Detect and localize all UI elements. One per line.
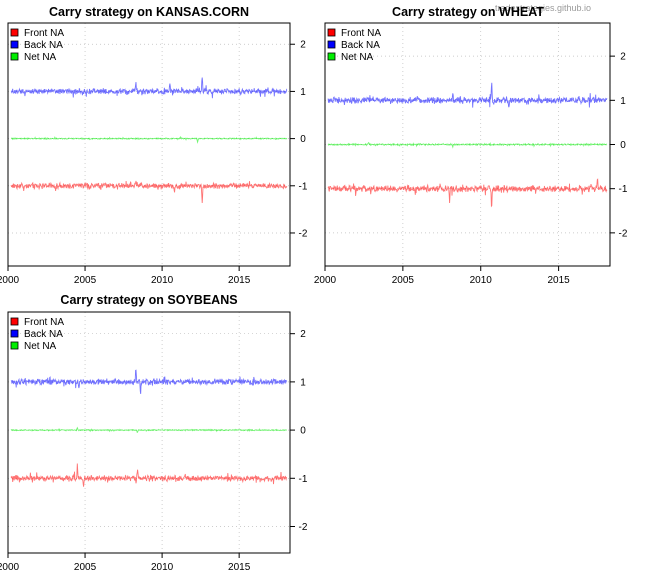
series-line-front-na (10, 180, 288, 204)
legend-swatch (327, 28, 336, 37)
x-tick-label: 2015 (228, 562, 251, 573)
chart-title: Carry strategy on SOYBEANS (60, 293, 237, 307)
y-tick-label: 2 (300, 329, 306, 340)
chart-title: Carry strategy on KANSAS.CORN (49, 5, 249, 19)
legend-entry: Net NA (24, 52, 57, 63)
legend-swatch (327, 52, 336, 61)
watermark-text: tradestrategies.github.io (495, 3, 591, 13)
legend-entry: Front NA (341, 28, 381, 39)
x-tick-label: 2000 (0, 562, 20, 573)
legend-entry: Front NA (24, 28, 64, 39)
legend-swatch (10, 341, 19, 350)
plot-border (7, 311, 291, 554)
x-tick-label: 2015 (547, 275, 570, 286)
legend-entry: Front NA (24, 317, 64, 328)
y-tick-label: 0 (300, 426, 306, 437)
x-tick-label: 2010 (470, 275, 493, 286)
series-line-back-na (10, 369, 288, 394)
y-tick-label: 1 (300, 377, 306, 388)
y-tick-label: -2 (299, 522, 308, 533)
y-tick-label: 1 (300, 87, 306, 98)
series-line-net-na (327, 141, 608, 149)
legend-swatch (327, 40, 336, 49)
series-line-front-na (10, 463, 288, 487)
series-line-net-na (10, 135, 288, 144)
x-tick-label: 2010 (151, 275, 174, 286)
legend-entry: Back NA (341, 40, 380, 51)
legend-swatch (10, 317, 19, 326)
y-tick-label: 1 (620, 96, 626, 107)
y-tick-label: 2 (620, 52, 626, 63)
x-tick-label: 2010 (151, 562, 174, 573)
y-tick-label: -1 (619, 184, 628, 195)
y-tick-label: 2 (300, 40, 306, 51)
legend-swatch (10, 40, 19, 49)
y-tick-label: -1 (299, 474, 308, 485)
x-tick-label: 2005 (392, 275, 415, 286)
legend-swatch (10, 329, 19, 338)
y-tick-label: -2 (619, 228, 628, 239)
legend-entry: Back NA (24, 329, 63, 340)
y-tick-label: -1 (299, 181, 308, 192)
legend-entry: Net NA (24, 341, 57, 352)
y-tick-label: -2 (299, 228, 308, 239)
chart-panel-3: Carry strategy on SOYBEANS20002005201020… (0, 293, 308, 573)
y-tick-label: 0 (300, 134, 306, 145)
series-line-front-na (327, 178, 608, 208)
y-tick-label: 0 (620, 140, 626, 151)
x-tick-label: 2005 (74, 275, 97, 286)
series-line-net-na (10, 426, 288, 434)
series-line-back-na (327, 82, 608, 108)
legend-entry: Net NA (341, 52, 374, 63)
x-tick-label: 2005 (74, 562, 97, 573)
chart-panel-1: Carry strategy on KANSAS.CORN20002005201… (0, 5, 308, 286)
legend-entry: Back NA (24, 40, 63, 51)
plot-border (7, 22, 291, 267)
x-tick-label: 2015 (228, 275, 251, 286)
x-tick-label: 2000 (314, 275, 337, 286)
chart-title: Carry strategy on WHEAT (392, 5, 544, 19)
legend-swatch (10, 28, 19, 37)
legend-swatch (10, 52, 19, 61)
x-tick-label: 2000 (0, 275, 20, 286)
series-line-back-na (10, 77, 288, 99)
chart-panel-2: Carry strategy on WHEAT 2000 2005 2010 2015 -… (314, 5, 628, 286)
